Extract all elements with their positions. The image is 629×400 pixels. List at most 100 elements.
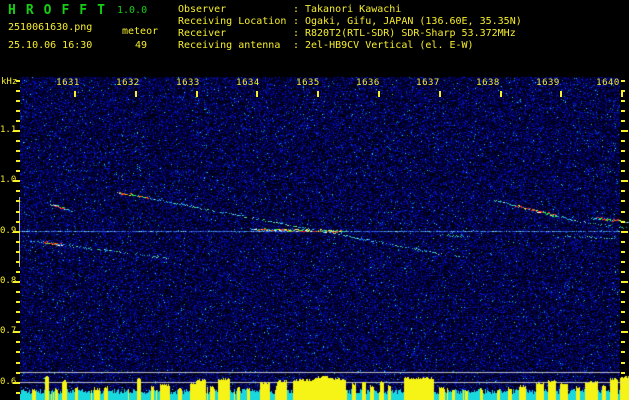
axis-tick [16,311,20,313]
axis-tick [16,271,20,273]
app-title: HROFFT [8,3,115,18]
freq-tick-label: 0.7 [0,326,17,336]
axis-tick [621,251,625,253]
axis-tick [621,261,625,263]
axis-tick [621,351,625,353]
axis-tick [378,91,380,97]
axis-tick [621,271,625,273]
axis-tick [621,190,625,192]
axis-tick [621,80,625,82]
axis-tick [256,91,258,97]
axis-tick [621,150,625,152]
time-tick-label: 1636 [356,78,380,88]
axis-tick [621,291,625,293]
info-label: Receiver [178,28,227,39]
axis-tick [16,140,20,142]
axis-tick [16,351,20,353]
info-row-observer: Observer: Takanori Kawachi [178,4,522,16]
axis-tick [317,91,319,97]
axis-tick [13,382,20,384]
axis-tick [13,331,20,333]
axis-tick [13,231,20,233]
info-colon: : [293,40,300,51]
info-row-antenna: Receiving antenna:2el-HB9CV Vertical (el… [178,40,522,52]
time-tick-label: 1639 [536,78,560,88]
freq-tick-label: 1.1 [0,125,17,135]
axis-tick [16,200,20,202]
time-tick-label: 1637 [416,78,440,88]
axis-tick [16,291,20,293]
axis-tick [16,241,20,243]
output-filename: 2510061630.png [8,22,93,33]
axis-tick [16,110,20,112]
axis-tick [16,251,20,253]
axis-tick [621,110,625,112]
axis-tick [439,91,441,97]
axis-tick [621,241,625,243]
info-value: R820T2(RTL-SDR) SDR-Sharp 53.372MHz [305,28,516,39]
info-colon: : [293,28,300,39]
axis-tick [621,341,625,343]
axis-tick [196,91,198,97]
axis-tick [621,200,625,202]
axis-tick [621,100,625,102]
axis-tick [16,80,20,82]
freq-tick-label: 0.8 [0,276,17,286]
axis-tick [13,281,20,283]
info-value: Takanori Kawachi [305,4,402,15]
axis-tick [16,301,20,303]
freq-tick-label: 0.6 [0,377,17,387]
axis-tick [621,130,628,132]
axis-tick [621,180,628,182]
axis-tick [621,331,628,333]
axis-tick [621,160,625,162]
axis-tick [74,91,76,97]
echo-count: 49 [135,40,148,51]
axis-tick [16,160,20,162]
axis-tick [16,372,20,374]
axis-tick [135,91,137,97]
time-tick-label: 1631 [56,78,80,88]
spectrogram-canvas [20,72,629,400]
time-tick-label: 1634 [236,78,260,88]
axis-tick [621,382,628,384]
axis-tick [16,362,20,364]
axis-tick [621,281,628,283]
freq-tick-label: 0.9 [0,226,17,236]
khz-axis-label: kHz [1,77,18,87]
info-colon: : [293,16,300,27]
axis-tick [621,120,625,122]
axis-tick [621,311,625,313]
axis-tick [621,90,625,92]
axis-tick [16,170,20,172]
info-value: 2el-HB9CV Vertical (el. E-W) [305,40,474,51]
axis-tick [16,150,20,152]
axis-tick [16,341,20,343]
timestamp-label: 25.10.06 16:30 [8,40,93,51]
info-row-location: Receiving Location: Ogaki, Gifu, JAPAN (1… [178,16,522,28]
axis-tick [16,100,20,102]
info-colon: : [293,4,300,15]
axis-tick [16,261,20,263]
axis-tick [621,221,625,223]
axis-tick [13,180,20,182]
info-value: Ogaki, Gifu, JAPAN (136.60E, 35.35N) [305,16,522,27]
axis-tick [16,321,20,323]
axis-tick [621,231,628,233]
station-info: Observer: Takanori Kawachi Receiving Loca… [178,4,522,52]
axis-tick [16,211,20,213]
mode-label: meteor [122,26,159,37]
time-tick-label: 1640 [596,78,620,88]
axis-tick [621,211,625,213]
axis-tick [500,91,502,97]
axis-tick [16,120,20,122]
time-tick-label: 1635 [296,78,320,88]
axis-tick [560,91,562,97]
axis-tick [621,372,625,374]
axis-tick [621,362,625,364]
info-label: Receiving antenna [178,40,281,51]
axis-tick [621,321,625,323]
axis-tick [16,392,20,394]
time-tick-label: 1638 [476,78,500,88]
version-label: 1.0.0 [117,5,148,16]
